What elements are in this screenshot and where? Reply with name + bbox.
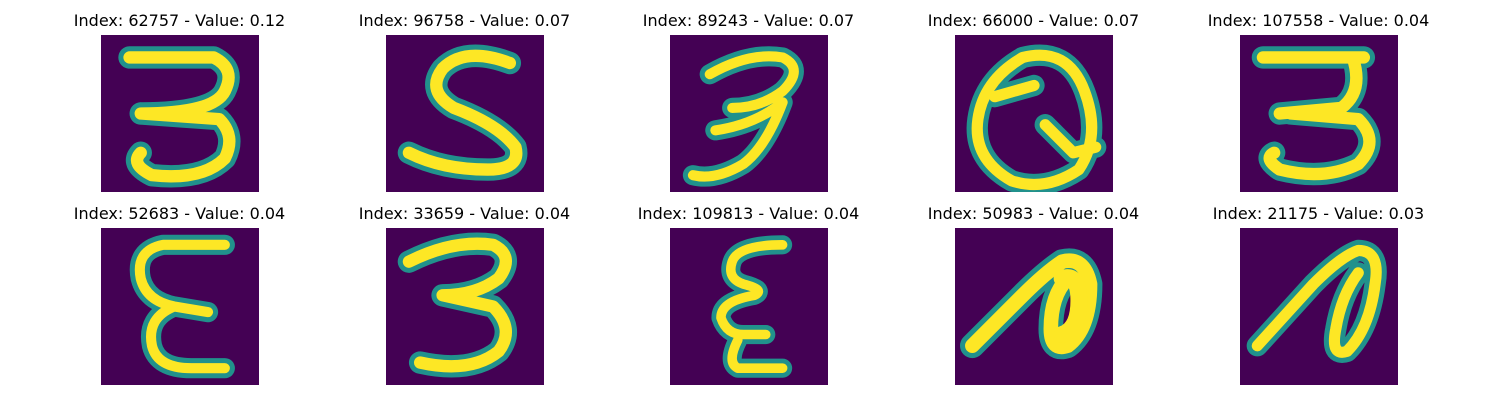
digit-3-icon: [386, 228, 544, 385]
panel-title: Index: 50983 - Value: 0.04: [927, 204, 1140, 223]
panel-10: Index: 21175 - Value: 0.03: [1176, 193, 1461, 385]
panel-3: Index: 89243 - Value: 0.07: [606, 0, 891, 192]
letter-q-icon: [955, 35, 1113, 192]
panel-title: Index: 33659 - Value: 0.04: [358, 204, 571, 223]
epsilon-icon: [670, 228, 828, 385]
digit-3-icon: [101, 35, 259, 192]
panel-1: Index: 62757 - Value: 0.12: [37, 0, 322, 192]
panel-5: Index: 107558 - Value: 0.04: [1176, 0, 1461, 192]
panel-7: Index: 33659 - Value: 0.04: [322, 193, 607, 385]
letter-e-icon: [101, 228, 259, 385]
panel-title: Index: 109813 - Value: 0.04: [637, 204, 860, 223]
panel-title: Index: 107558 - Value: 0.04: [1207, 11, 1430, 30]
panel-title: Index: 66000 - Value: 0.07: [927, 11, 1140, 30]
panel-8: Index: 109813 - Value: 0.04: [606, 193, 891, 385]
digit-3-icon: [670, 35, 828, 192]
panel-2: Index: 96758 - Value: 0.07: [322, 0, 607, 192]
panel-title: Index: 52683 - Value: 0.04: [73, 204, 286, 223]
panel-4: Index: 66000 - Value: 0.07: [891, 0, 1176, 192]
letter-s-icon: [386, 35, 544, 192]
letter-n-icon: [1240, 228, 1398, 385]
panel-title: Index: 62757 - Value: 0.12: [73, 11, 286, 30]
panel-9: Index: 50983 - Value: 0.04: [891, 193, 1176, 385]
panel-6: Index: 52683 - Value: 0.04: [37, 193, 322, 385]
letter-n-icon: [955, 228, 1113, 385]
panel-title: Index: 89243 - Value: 0.07: [642, 11, 855, 30]
digit-3-icon: [1240, 35, 1398, 192]
panel-title: Index: 96758 - Value: 0.07: [358, 11, 571, 30]
panel-title: Index: 21175 - Value: 0.03: [1212, 204, 1425, 223]
